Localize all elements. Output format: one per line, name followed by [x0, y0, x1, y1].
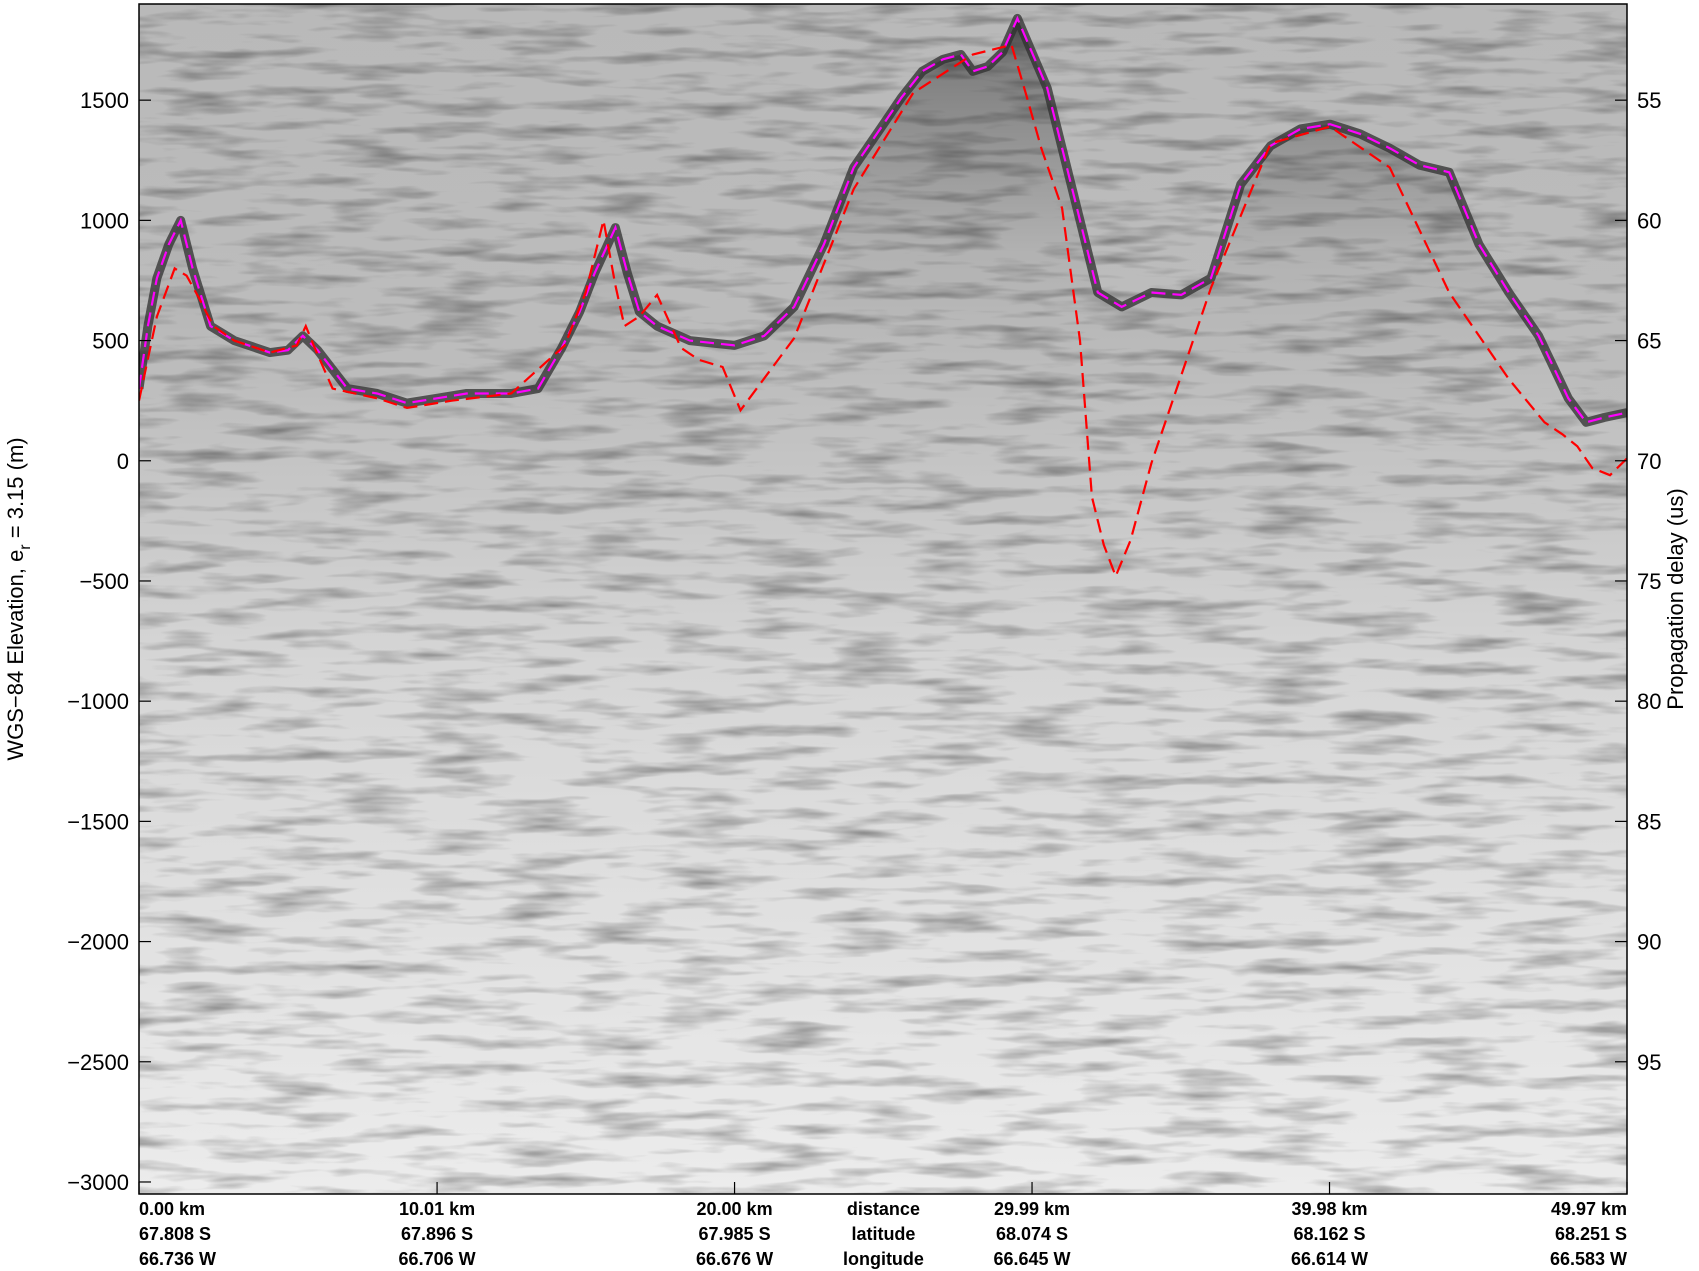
series-layer: [139, 15, 1627, 580]
x-column-4-distance-label: 39.98 km: [1291, 1199, 1367, 1219]
x-key-longitude-label: longitude: [843, 1249, 924, 1269]
x-column-4-longitude-label: 66.614 W: [1291, 1249, 1368, 1269]
x-column-3-longitude-label: 66.645 W: [994, 1249, 1071, 1269]
left-tick-label: −3000: [67, 1170, 129, 1195]
left-tick-label: −2000: [67, 930, 129, 955]
x-column-5-distance-label: 49.97 km: [1551, 1199, 1627, 1219]
x-column-0-longitude-label: 66.736 W: [139, 1249, 216, 1269]
right-tick-label: 55: [1637, 88, 1661, 113]
right-tick-label: 60: [1637, 208, 1661, 233]
x-column-3-distance-label: 29.99 km: [994, 1199, 1070, 1219]
x-column-1-latitude-label: 67.896 S: [401, 1224, 473, 1244]
right-tick-label: 70: [1637, 449, 1661, 474]
x-column-5-longitude-label: 66.583 W: [1550, 1249, 1627, 1269]
plot-area: [139, 4, 1627, 1194]
left-axis-label-main: WGS−84 Elevation, e: [3, 550, 28, 761]
left-tick-label: −2500: [67, 1050, 129, 1075]
x-column-0-latitude-label: 67.808 S: [139, 1224, 211, 1244]
right-tick-label: 80: [1637, 689, 1661, 714]
right-tick-label: 90: [1637, 930, 1661, 955]
series-line-1: [139, 15, 1627, 424]
right-tick-label: 95: [1637, 1050, 1661, 1075]
right-axis-label: Propagation delay (us): [1663, 488, 1688, 709]
x-key-distance-label: distance: [847, 1199, 920, 1219]
left-tick-label: 1500: [80, 88, 129, 113]
x-column-5-latitude-label: 68.251 S: [1555, 1224, 1627, 1244]
right-tick-label: 65: [1637, 329, 1661, 354]
x-column-1-longitude-label: 66.706 W: [399, 1249, 476, 1269]
x-column-2-distance-label: 20.00 km: [697, 1199, 773, 1219]
left-tick-label: −1500: [67, 809, 129, 834]
right-tick-label: 75: [1637, 569, 1661, 594]
left-tick-label: 500: [92, 329, 129, 354]
x-column-4-latitude-label: 68.162 S: [1293, 1224, 1365, 1244]
left-tick-label: −500: [79, 569, 129, 594]
x-key-latitude-label: latitude: [851, 1224, 915, 1244]
x-column-0-distance-label: 0.00 km: [139, 1199, 205, 1219]
series-line-2: [139, 43, 1627, 580]
left-tick-label: 1000: [80, 208, 129, 233]
echogram-texture: [139, 4, 1627, 1194]
right-tick-label: 85: [1637, 809, 1661, 834]
x-column-2-latitude-label: 67.985 S: [699, 1224, 771, 1244]
ticks-layer: 1500 1000 500 0 −500 −1000 −1500 −2000 −2500 −300…: [67, 88, 1661, 1269]
left-axis-label-sub: r: [17, 544, 34, 550]
plot-frame: [138, 3, 1628, 1195]
left-tick-label: 0: [117, 449, 129, 474]
x-column-3-latitude-label: 68.074 S: [996, 1224, 1068, 1244]
left-axis-label-tail: = 3.15 (m): [3, 437, 28, 544]
left-axis-label: WGS−84 Elevation, er = 3.15 (m): [3, 437, 34, 760]
x-column-1-distance-label: 10.01 km: [399, 1199, 475, 1219]
left-tick-label: −1000: [67, 689, 129, 714]
x-column-2-longitude-label: 66.676 W: [696, 1249, 773, 1269]
